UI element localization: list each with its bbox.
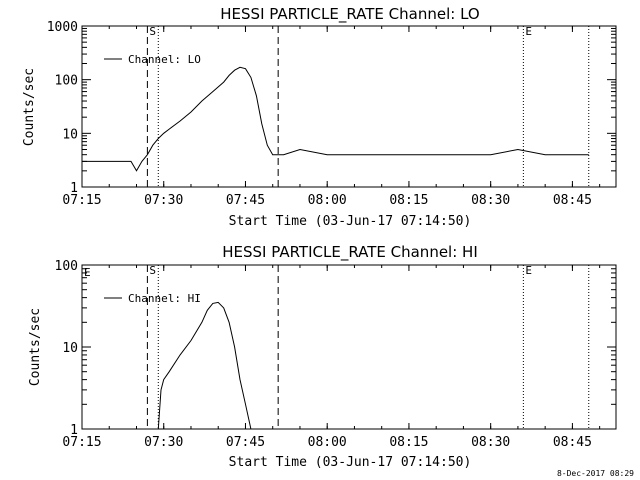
series-line [82,66,589,172]
chart-title: HESSI PARTICLE_RATE Channel: LO [220,5,479,24]
y-axis-label: Counts/sec [28,308,43,386]
y-axis-label: Counts/sec [22,68,37,146]
x-tick-label: 08:30 [471,435,510,450]
y-tick-label: 1 [70,423,78,438]
marker-label: E [525,25,532,38]
x-tick-label: 08:45 [553,193,592,208]
marker-label: E [525,264,532,277]
legend-label: Channel: LO [128,53,201,66]
x-tick-label: 08:45 [553,435,592,450]
footer-timestamp: 8-Dec-2017 08:29 [557,469,634,478]
x-tick-label: 08:30 [471,193,510,208]
y-tick-label: 1000 [47,20,78,35]
y-tick-label: 100 [55,74,78,89]
marker-label: S [149,264,156,277]
chart-lo: HESSI PARTICLE_RATE Channel: LO Start Ti… [22,5,617,229]
y-tick-label: 10 [62,127,78,142]
x-axis-label: Start Time (03-Jun-17 07:14:50) [229,214,472,229]
x-tick-label: 08:15 [389,435,428,450]
plot-frame [81,264,617,430]
plot-frame [81,25,617,188]
x-tick-label: 07:45 [226,435,265,450]
x-axis-label: Start Time (03-Jun-17 07:14:50) [229,455,472,470]
y-tick-label: 10 [62,341,78,356]
y-tick-label: 100 [55,259,78,274]
chart-hi: HESSI PARTICLE_RATE Channel: HI Start Ti… [28,243,617,470]
x-tick-label: 07:45 [226,193,265,208]
y-tick-label: 1 [70,181,78,196]
x-tick-label: 08:15 [389,193,428,208]
corner-label: E [84,266,91,279]
x-tick-label: 07:30 [144,193,183,208]
x-tick-label: 08:00 [308,193,347,208]
x-tick-label: 08:00 [308,435,347,450]
chart-title: HESSI PARTICLE_RATE Channel: HI [222,243,478,262]
series-line [157,301,252,430]
x-tick-label: 07:30 [144,435,183,450]
marker-label: S [149,25,156,38]
x-tick-label: 07:15 [62,193,101,208]
x-tick-label: 07:15 [62,435,101,450]
legend-label: Channel: HI [128,292,201,305]
